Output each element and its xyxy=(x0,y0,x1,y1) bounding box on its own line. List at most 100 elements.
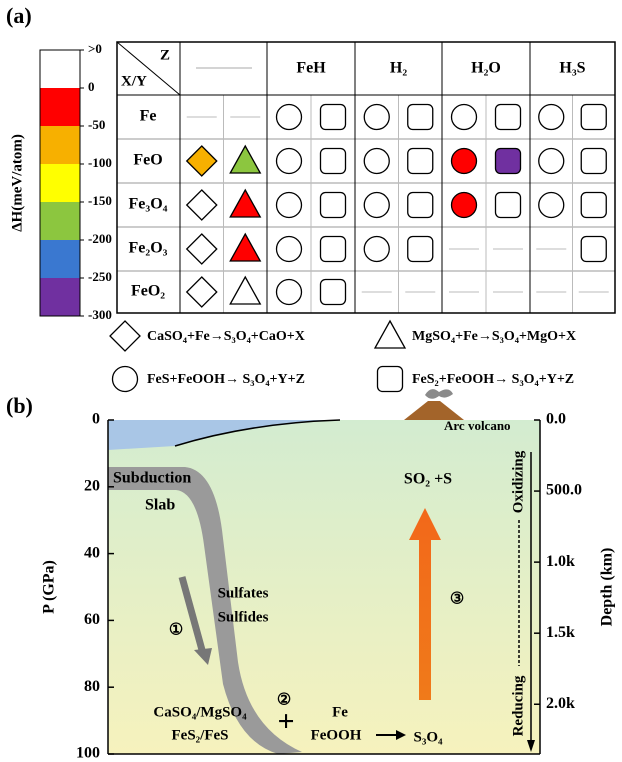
colorbar-tick-label: -200 xyxy=(88,231,112,246)
colorbar-band xyxy=(40,126,80,164)
row-header: Fe xyxy=(140,108,157,125)
annotation: SO₂ +S xyxy=(404,471,452,488)
legend-text: FeS₂+FeOOH→ S₃O₄+Y+Z xyxy=(412,372,574,387)
square-marker xyxy=(581,149,606,174)
diamond-marker xyxy=(187,190,217,220)
colorbar-band xyxy=(40,50,80,88)
figure: (a) ΔH(meV/atom) >00-50-100-150-200-250-… xyxy=(0,0,622,762)
column-header: H₂ xyxy=(390,60,407,77)
circle-marker xyxy=(277,237,302,262)
circle-marker xyxy=(113,367,138,392)
annotation: Sulfates xyxy=(218,585,269,601)
colorbar-tick-label: 0 xyxy=(88,79,95,94)
diamond-marker xyxy=(187,234,217,264)
corner-bottom: X/Y xyxy=(121,73,147,89)
circle-marker xyxy=(539,105,564,130)
annotation: Oxidizing xyxy=(510,450,526,513)
circle-marker xyxy=(364,237,389,262)
square-marker xyxy=(496,149,521,174)
square-marker xyxy=(496,193,521,218)
smoke xyxy=(425,389,453,399)
circle-marker xyxy=(539,149,564,174)
annotation: CaSO₄/MgSO₄ xyxy=(153,704,247,720)
annotation: FeOOH xyxy=(311,727,362,743)
y-tick-label: 40 xyxy=(84,544,100,561)
y2-tick-label: 1.0k xyxy=(546,553,575,570)
column-header: H₂O xyxy=(471,60,501,77)
annotation: ③ xyxy=(450,591,464,608)
triangle-marker xyxy=(230,190,260,217)
annotation: FeS₂/FeS xyxy=(172,727,229,743)
diamond-marker xyxy=(187,146,217,176)
y-tick-label: 80 xyxy=(84,678,100,695)
circle-marker xyxy=(452,105,477,130)
legend-text: FeS+FeOOH→ S₃O₄+Y+Z xyxy=(147,372,305,387)
y-tick-label: 100 xyxy=(76,745,100,762)
square-marker xyxy=(408,237,433,262)
triangle-marker xyxy=(230,234,260,261)
axis-label: P (GPa) xyxy=(41,560,58,614)
colorbar-tick-label: -250 xyxy=(88,269,112,284)
y-tick-label: 0 xyxy=(92,411,100,428)
circle-marker xyxy=(452,149,477,174)
colorbar-tick-label: -100 xyxy=(88,155,112,170)
annotation: + xyxy=(277,705,294,738)
annotation: ① xyxy=(169,622,183,639)
annotation: Sulfides xyxy=(218,609,269,625)
circle-marker xyxy=(277,280,302,305)
square-marker xyxy=(378,367,403,392)
diamond-marker xyxy=(110,321,140,351)
colorbar-tick-label: -300 xyxy=(88,307,112,322)
legend-text: MgSO₄+Fe→S₃O₄+MgO+X xyxy=(412,329,576,344)
colorbar-band xyxy=(40,278,80,316)
row-header: Fe₃O₄ xyxy=(129,196,168,213)
circle-marker xyxy=(277,105,302,130)
circle-marker xyxy=(364,193,389,218)
circle-marker xyxy=(277,149,302,174)
y-tick-label: 20 xyxy=(84,477,100,494)
row-header: FeO xyxy=(133,152,162,169)
annotation: S₃O₄ xyxy=(413,729,443,745)
diamond-marker xyxy=(187,277,217,307)
square-marker xyxy=(581,237,606,262)
circle-marker xyxy=(364,105,389,130)
square-marker xyxy=(408,105,433,130)
colorbar-tick-label: -50 xyxy=(88,117,105,132)
triangle-marker xyxy=(375,321,405,348)
square-marker xyxy=(581,193,606,218)
panel-label: (b) xyxy=(6,393,33,418)
circle-marker xyxy=(452,193,477,218)
column-header: FeH xyxy=(296,60,326,77)
colorbar: >0 0 -50 -100 -150 -200 -250 -300 xyxy=(40,41,112,322)
square-marker xyxy=(321,149,346,174)
colorbar-band xyxy=(40,88,80,126)
colorbar-band xyxy=(40,164,80,202)
circle-marker xyxy=(539,193,564,218)
row-header: FeO₂ xyxy=(131,283,165,300)
corner-top: Z xyxy=(160,47,170,63)
square-marker xyxy=(408,149,433,174)
colorbar-tick-label: -150 xyxy=(88,193,112,208)
y2-tick-label: 1.5k xyxy=(546,624,575,641)
colorbar-title: ΔH(meV/atom) xyxy=(9,134,25,232)
square-marker xyxy=(321,193,346,218)
y-tick-label: 60 xyxy=(84,611,100,628)
circle-marker xyxy=(277,193,302,218)
colorbar-tick-label: >0 xyxy=(88,41,102,56)
triangle-marker xyxy=(230,146,260,173)
axis-label: Depth (km) xyxy=(599,548,616,627)
colorbar-band xyxy=(40,202,80,240)
y2-tick-label: 0.0 xyxy=(546,411,566,428)
square-marker xyxy=(321,280,346,305)
row-header: Fe₂O₃ xyxy=(129,240,168,257)
square-marker xyxy=(496,105,521,130)
annotation: Fe xyxy=(332,704,348,720)
annotation: Reducing xyxy=(510,675,526,736)
annotation: Arc volcano xyxy=(444,418,511,433)
square-marker xyxy=(321,237,346,262)
legend: CaSO₄+Fe→S₃O₄+CaO+XMgSO₄+Fe→S₃O₄+MgO+XFe… xyxy=(110,321,576,392)
table-frame xyxy=(117,42,615,313)
square-marker xyxy=(408,193,433,218)
annotation: Subduction xyxy=(113,470,191,487)
